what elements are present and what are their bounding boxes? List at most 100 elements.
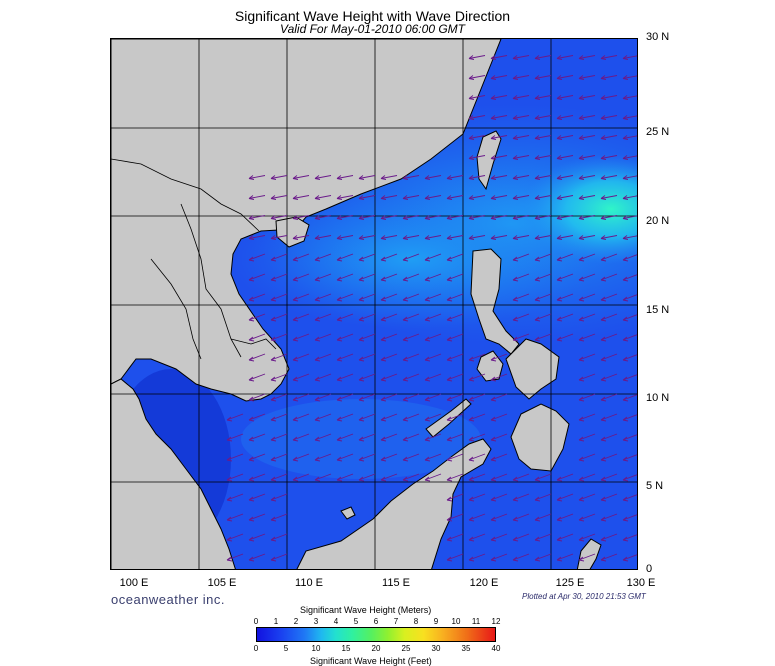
wave-arrow bbox=[248, 215, 266, 220]
wave-arrow bbox=[314, 313, 332, 322]
colorbar-feet-tick: 40 bbox=[491, 644, 501, 653]
wave-arrow bbox=[248, 453, 266, 462]
wave-arrow bbox=[292, 373, 310, 382]
wave-arrow bbox=[600, 75, 618, 80]
wave-arrow bbox=[622, 314, 637, 322]
wave-arrow bbox=[490, 353, 508, 362]
wave-arrow bbox=[314, 353, 332, 362]
wave-arrow bbox=[534, 75, 552, 80]
wave-arrow bbox=[468, 55, 486, 60]
wave-arrow bbox=[468, 195, 486, 200]
wave-arrow bbox=[380, 215, 398, 220]
wave-arrow bbox=[600, 393, 618, 402]
map-title: Significant Wave Height with Wave Direct… bbox=[234, 8, 511, 24]
wave-arrow bbox=[248, 553, 266, 562]
wave-arrow bbox=[292, 433, 310, 442]
wave-arrow bbox=[556, 235, 574, 240]
wave-arrow bbox=[358, 273, 376, 282]
wave-arrow bbox=[578, 95, 596, 100]
wave-arrow bbox=[446, 313, 464, 322]
colorbar-meters-tick: 8 bbox=[413, 617, 419, 626]
wave-arrow bbox=[490, 155, 508, 160]
wave-arrow bbox=[336, 215, 354, 220]
colorbar-meters-tick: 3 bbox=[313, 617, 319, 626]
wave-arrow bbox=[534, 195, 552, 200]
wave-arrow bbox=[534, 493, 552, 502]
colorbar-meters-tick: 0 bbox=[253, 617, 259, 626]
wave-arrow bbox=[578, 215, 596, 220]
wave-arrow bbox=[468, 433, 486, 442]
wave-arrow bbox=[622, 514, 637, 522]
wave-arrow bbox=[314, 235, 332, 240]
wave-arrow bbox=[534, 215, 552, 220]
wave-arrow bbox=[380, 253, 398, 262]
wave-arrow bbox=[336, 195, 354, 200]
wave-arrow bbox=[468, 413, 486, 422]
wave-arrow bbox=[446, 513, 464, 522]
wave-arrow bbox=[270, 513, 288, 522]
wave-arrow bbox=[622, 195, 637, 200]
wave-arrow bbox=[292, 253, 310, 262]
wave-arrow bbox=[556, 75, 574, 80]
wave-arrow bbox=[490, 75, 508, 80]
wave-arrow bbox=[622, 95, 637, 100]
wave-arrow bbox=[534, 333, 552, 342]
wave-arrow bbox=[622, 354, 637, 362]
wave-arrow bbox=[534, 313, 552, 322]
wave-arrow bbox=[292, 215, 310, 220]
graticule bbox=[111, 39, 637, 569]
wave-arrow bbox=[402, 433, 420, 442]
valid-time: Valid For May-01-2010 06:00 GMT bbox=[280, 22, 465, 36]
wave-arrow bbox=[446, 353, 464, 362]
wave-arrow bbox=[600, 135, 618, 140]
wave-arrow bbox=[578, 493, 596, 502]
wave-arrow bbox=[468, 175, 486, 180]
wave-arrow bbox=[534, 155, 552, 160]
wave-arrow bbox=[292, 235, 310, 240]
wave-arrow bbox=[248, 493, 266, 502]
colorbar-feet-tick: 20 bbox=[371, 644, 381, 653]
wave-arrow bbox=[600, 253, 618, 262]
land-asia bbox=[111, 39, 502, 402]
wave-arrow bbox=[402, 393, 420, 402]
wave-arrow bbox=[248, 273, 266, 282]
land-mindanao bbox=[510, 403, 570, 472]
wave-arrow bbox=[292, 175, 310, 180]
wave-arrow bbox=[512, 533, 530, 542]
wave-arrow bbox=[600, 293, 618, 302]
colorbar-meters-tick: 5 bbox=[353, 617, 359, 626]
wave-arrow bbox=[468, 75, 486, 80]
wave-arrow bbox=[534, 253, 552, 262]
wave-height-map bbox=[110, 38, 638, 570]
wave-arrow bbox=[402, 373, 420, 382]
wave-arrow bbox=[336, 393, 354, 402]
wave-arrow bbox=[226, 473, 244, 482]
wave-arrow bbox=[622, 274, 637, 282]
wave-arrow bbox=[622, 434, 637, 442]
wave-arrow bbox=[578, 55, 596, 60]
wave-arrow bbox=[534, 115, 552, 120]
wave-arrow bbox=[600, 195, 618, 200]
wave-arrow bbox=[556, 473, 574, 482]
wave-arrow bbox=[314, 453, 332, 462]
wave-arrow bbox=[578, 553, 596, 562]
wave-arrow bbox=[600, 273, 618, 282]
wave-arrow bbox=[490, 493, 508, 502]
wave-arrow bbox=[622, 474, 637, 482]
wave-arrow bbox=[446, 413, 464, 422]
wave-arrow bbox=[578, 235, 596, 240]
wave-arrow bbox=[534, 293, 552, 302]
plotted-timestamp: Plotted at Apr 30, 2010 21:53 GMT bbox=[522, 592, 646, 601]
wave-arrow bbox=[622, 175, 637, 180]
wave-arrow bbox=[402, 253, 420, 262]
lon-label-110e: 110 E bbox=[295, 577, 323, 589]
wave-arrow bbox=[380, 293, 398, 302]
wave-arrow bbox=[292, 473, 310, 482]
land bbox=[111, 39, 602, 569]
lon-label-100e: 100 E bbox=[119, 577, 149, 589]
lat-label-10n: 10 N bbox=[646, 392, 670, 404]
wave-arrow bbox=[402, 353, 420, 362]
wave-arrow bbox=[468, 353, 486, 362]
wave-arrow bbox=[248, 353, 266, 362]
wave-arrow bbox=[578, 175, 596, 180]
